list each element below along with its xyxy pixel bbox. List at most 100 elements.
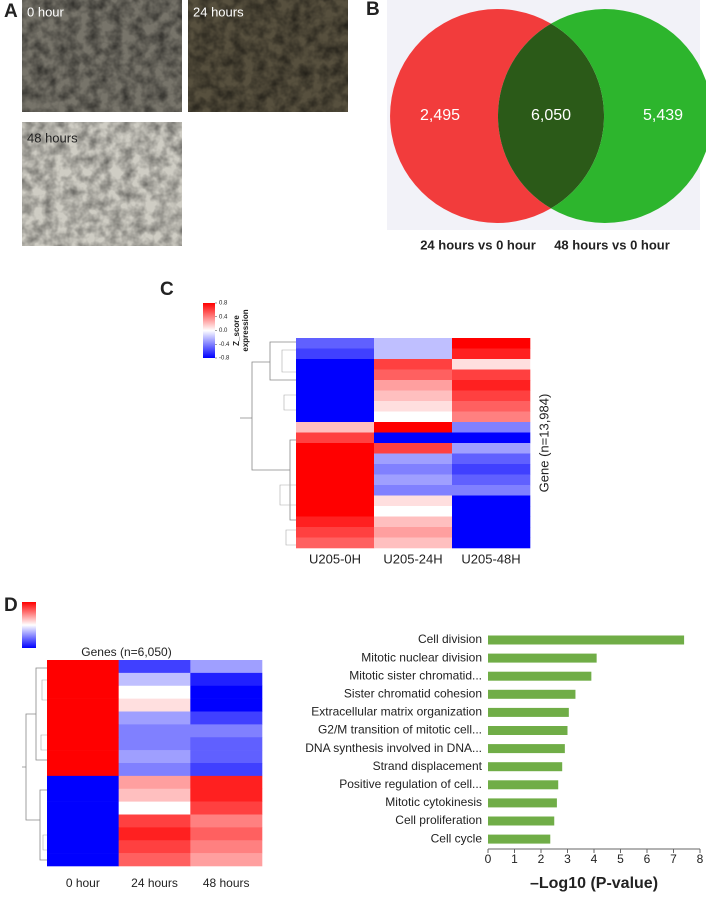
heatmap-cell [190, 711, 263, 725]
y-tick-label: G2/M transition of mitotic cell... [318, 723, 482, 737]
heatmap-cell [296, 495, 375, 507]
heatmap-cell [118, 814, 191, 828]
venn-region [551, 9, 706, 223]
heatmap-cell [296, 537, 375, 549]
x-tick-label: 7 [670, 852, 677, 866]
heatmap-cell [452, 422, 531, 433]
heatmap-cell [452, 348, 531, 360]
heatmap-cell [47, 711, 119, 725]
heatmap-cell [47, 801, 119, 815]
x-axis-label: –Log10 (P-value) [530, 875, 658, 892]
heatmap-cell [374, 348, 453, 360]
heatmap-cell [47, 698, 119, 712]
heatmap-cell [190, 788, 263, 802]
heatmap-cell [118, 763, 191, 777]
heatmap-cell [47, 724, 119, 738]
heatmap-cell [190, 801, 263, 815]
heatmap-cell [118, 750, 191, 764]
heatmap-cell [118, 840, 191, 854]
heatmap-cell [452, 506, 531, 517]
y-tick-label: Mitotic cytokinesis [385, 795, 482, 809]
heatmap-cell [374, 401, 453, 412]
bar [488, 762, 563, 772]
heatmap-cell [374, 390, 453, 402]
heatmap-cell [296, 411, 375, 423]
heatmap-cell [374, 443, 453, 454]
bar [488, 834, 551, 844]
x-tick-label: U205-48H [461, 551, 520, 566]
heatmap-cell [374, 516, 453, 528]
x-tick-label: 24 hours [131, 876, 178, 890]
bar [488, 744, 565, 754]
venn-count: 6,050 [531, 107, 571, 124]
heatmap-cell [190, 814, 263, 828]
heatmap-cell [374, 359, 453, 370]
heatmap-cell [296, 390, 375, 402]
heatmap-cell [374, 432, 453, 444]
y-tick-label: Cell proliferation [395, 813, 482, 827]
heatmap-cell [452, 359, 531, 370]
bar [488, 798, 557, 808]
heatmap-cell [296, 516, 375, 528]
panel-label: A [4, 1, 18, 22]
set-name: 48 hours vs 0 hour [554, 237, 670, 252]
colorbar [203, 303, 215, 358]
heatmap-cell [190, 660, 263, 674]
panel-label: C [160, 279, 174, 300]
heatmap-cell [190, 737, 263, 751]
heatmap-cell [374, 369, 453, 381]
y-axis-label: Gene (n=13,984) [536, 394, 551, 493]
heatmap-cell [190, 853, 263, 867]
heatmap-cell [118, 724, 191, 738]
x-tick-label: 5 [617, 852, 624, 866]
heatmap-cell [452, 537, 531, 549]
set-name: 24 hours vs 0 hour [420, 237, 536, 252]
colorbar-title: expression [241, 309, 250, 351]
heatmap-cell [118, 801, 191, 815]
heatmap-cell [296, 359, 375, 370]
heatmap-cell [374, 464, 453, 475]
y-tick-label: Cell cycle [431, 831, 483, 845]
y-tick-label: Mitotic nuclear division [361, 650, 482, 664]
heatmap-cell [190, 685, 263, 699]
colorbar-title: Z_score [232, 315, 241, 346]
heatmap-cell [296, 380, 375, 391]
y-tick-label: Mitotic sister chromatid... [349, 668, 482, 682]
heatmap-cell [296, 401, 375, 412]
image-label: 48 hours [27, 130, 78, 145]
x-tick-label: 48 hours [203, 876, 250, 890]
heatmap-cell [296, 369, 375, 381]
heatmap-cell [374, 411, 453, 423]
heatmap-cell [47, 737, 119, 751]
heatmap-cell [296, 527, 375, 538]
x-tick-label: 8 [697, 852, 704, 866]
heatmap-cell [452, 464, 531, 475]
colorbar-tick-label: 0.0 [219, 328, 228, 334]
heatmap-cell [118, 660, 191, 674]
y-tick-label: Sister chromatid cohesion [344, 686, 482, 700]
heatmap-cell [374, 527, 453, 538]
heatmap-cell [296, 443, 375, 454]
heatmap-cell [452, 527, 531, 538]
y-tick-label: Extracellular matrix organization [311, 705, 482, 719]
dendrogram [279, 349, 296, 546]
heatmap-cell [47, 672, 119, 687]
heatmap-cell [118, 685, 191, 699]
heatmap-cell [118, 711, 191, 725]
image-label: 0 hour [27, 4, 65, 19]
x-tick-label: 6 [644, 852, 651, 866]
colorbar-tick-label: -0.4 [219, 342, 230, 348]
heatmap-cell [452, 401, 531, 412]
heatmap-cell [296, 506, 375, 517]
venn-count: 5,439 [643, 107, 683, 124]
heatmap-cell [374, 537, 453, 549]
heatmap-cell [452, 432, 531, 444]
heatmap-cell [452, 443, 531, 454]
heatmap-cell [452, 485, 531, 496]
heatmap-cell [190, 750, 263, 764]
heatmap-cell [47, 840, 119, 854]
venn-region [497, 23, 605, 209]
heatmap-cell [47, 827, 119, 841]
heatmap-cell [296, 464, 375, 475]
x-tick-label: 0 [485, 852, 492, 866]
